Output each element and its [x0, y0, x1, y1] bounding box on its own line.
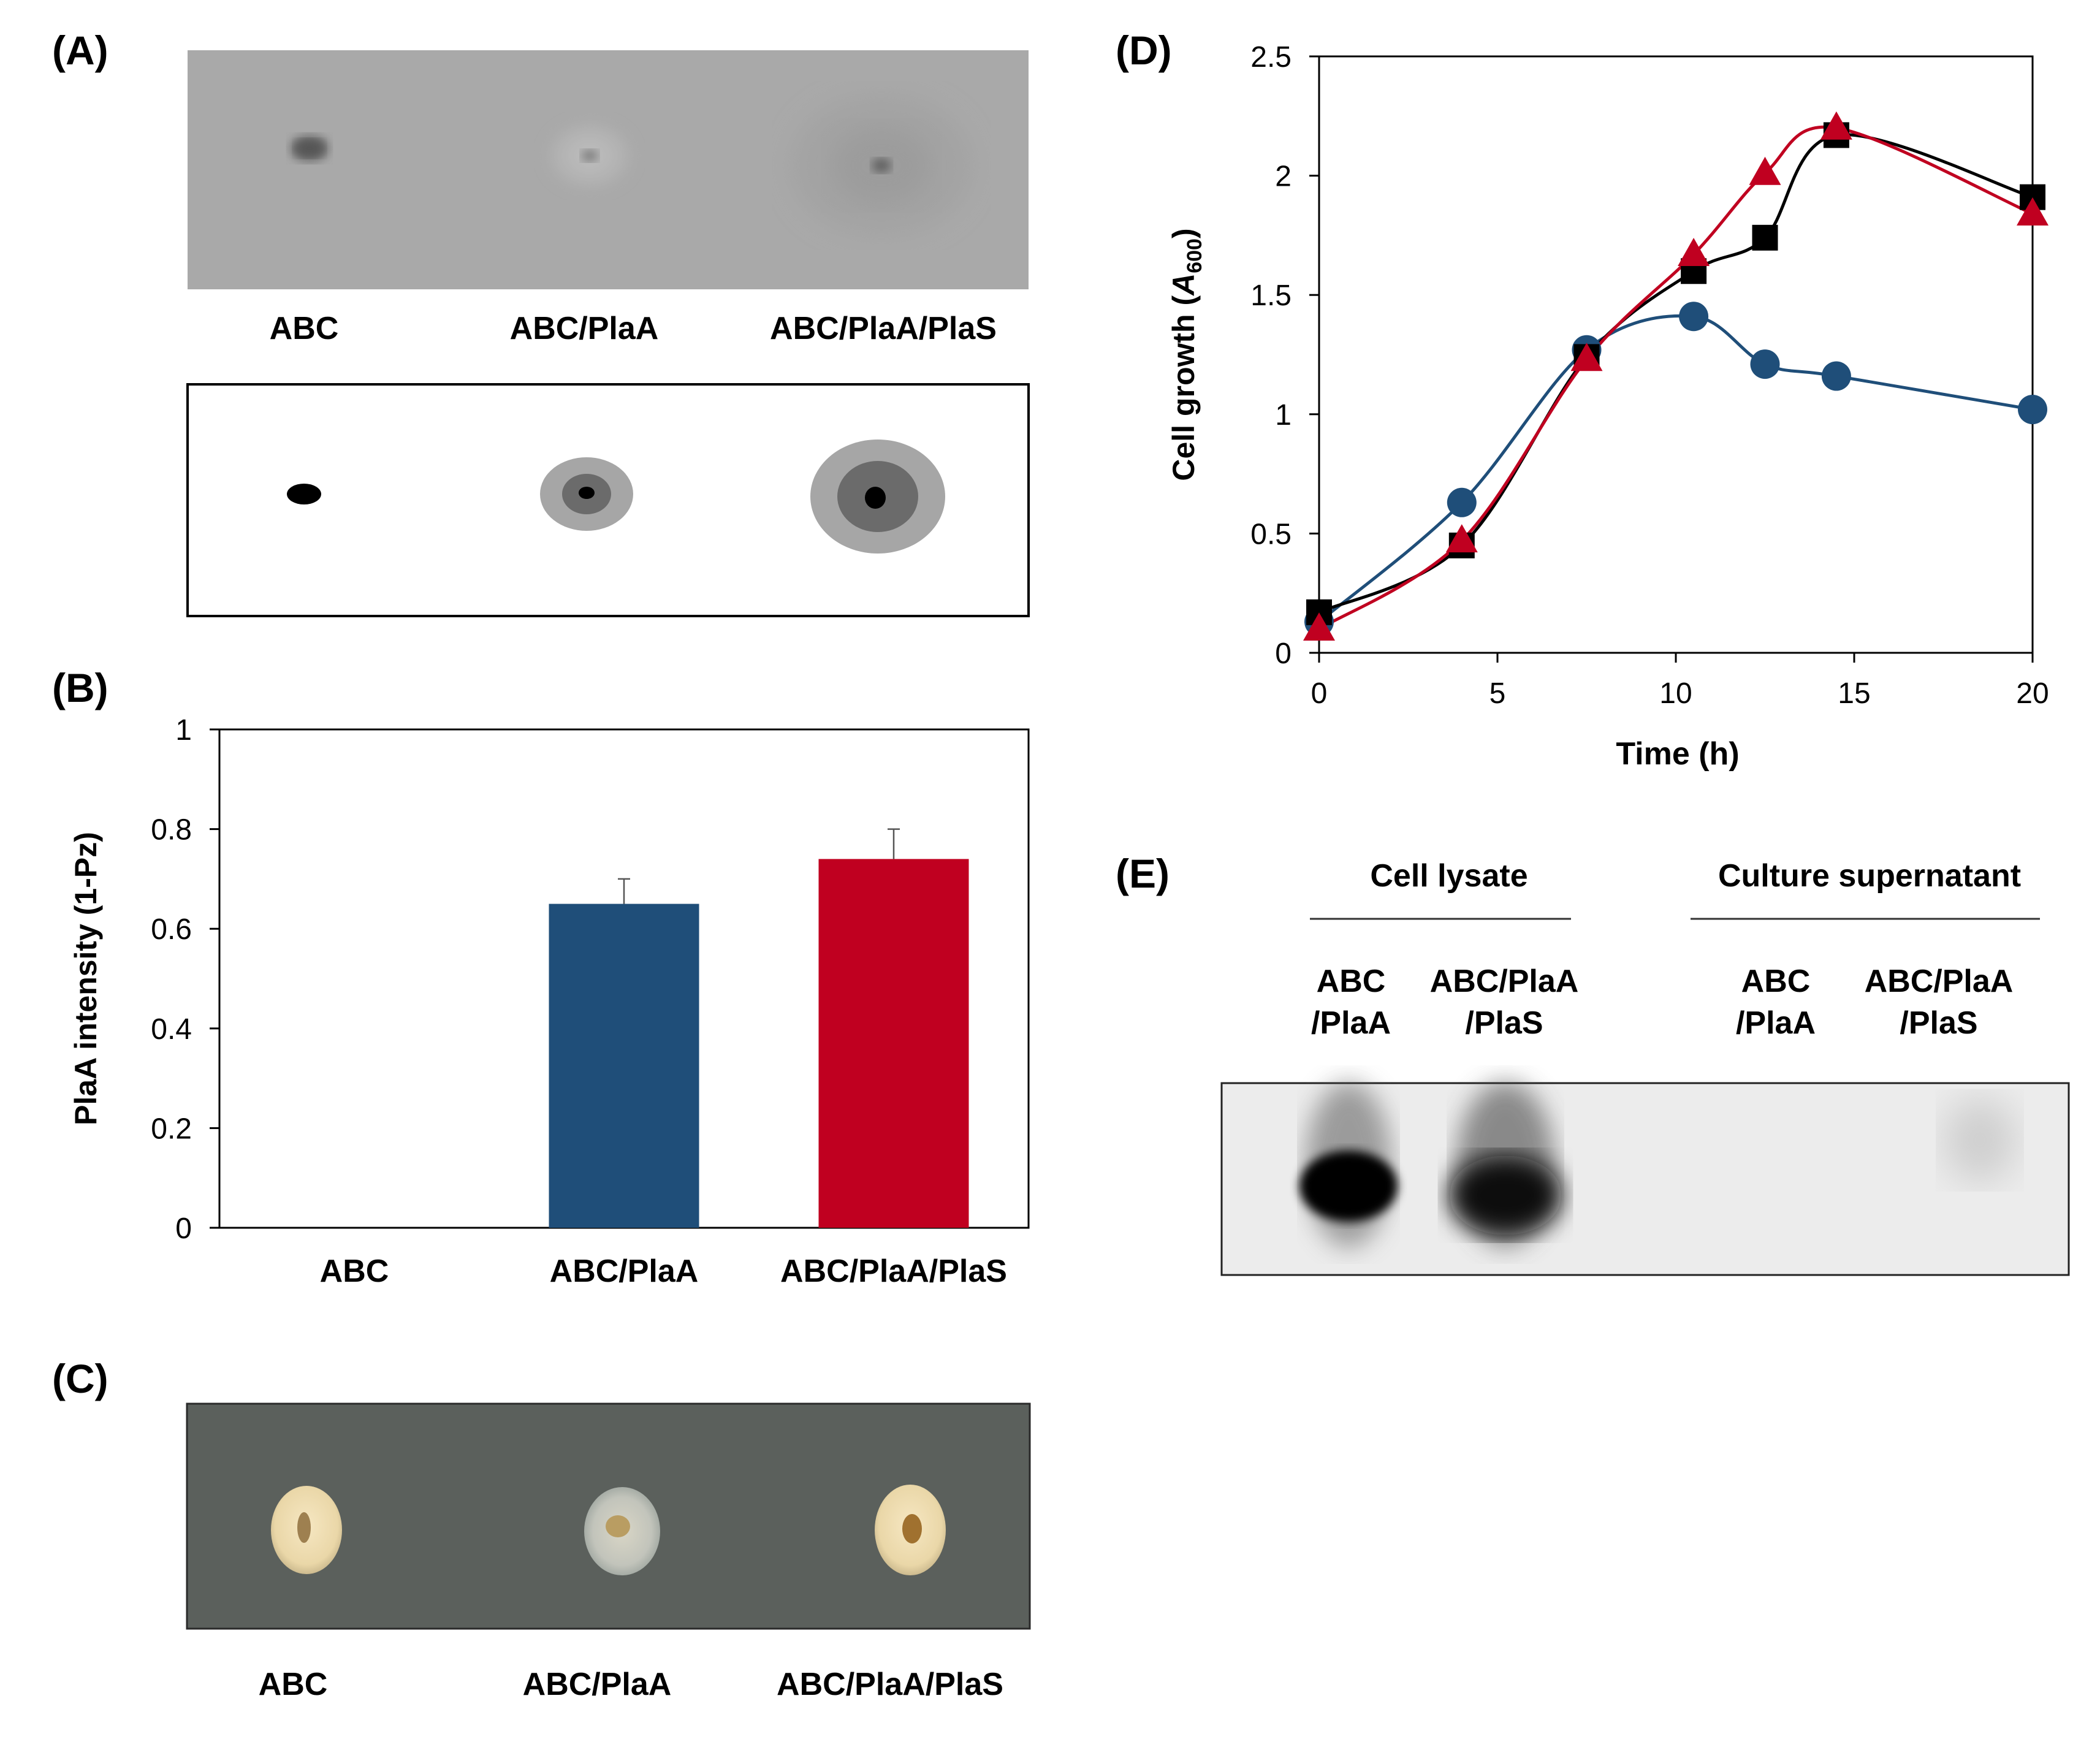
lane-label: /PlaA	[1736, 1005, 1816, 1041]
schematic-spot-abc-plaa	[579, 487, 595, 499]
y-axis-label-subscript: 600	[1183, 238, 1206, 273]
data-point-circle	[2018, 395, 2047, 425]
data-point-circle	[1447, 487, 1477, 517]
y-axis-label: Cell growth (A600)	[1166, 228, 1206, 481]
data-point-triangle	[1820, 111, 1852, 140]
data-point-triangle	[1570, 343, 1603, 371]
schematic-spot-abc	[287, 484, 321, 504]
panel-a-strain-label: ABC/PlaA/PlaS	[770, 311, 997, 346]
x-tick-label: 5	[1489, 677, 1506, 710]
data-point-triangle	[1678, 238, 1710, 267]
colony-spot-abc-plaa-plas	[872, 158, 891, 173]
series-line	[1318, 314, 2033, 623]
panel-c-strain-label: ABC/PlaA/PlaS	[777, 1667, 1003, 1702]
data-point-circle	[1679, 302, 1709, 332]
panel-b-bar-chart: 0 0.2 0.4 0.6 0.8 1 ABC ABC/PlaA ABC/PlaA/PlaS Pl…	[69, 714, 1030, 1289]
series-line	[1318, 125, 2034, 631]
group-label-culture-supernatant: Culture supernatant	[1718, 858, 2021, 894]
colony-abc-plaa-plas-center	[902, 1514, 922, 1543]
panel-b-label: (B)	[52, 665, 108, 710]
y-tick-label: 0.6	[151, 913, 192, 946]
panel-c-label: (C)	[52, 1356, 108, 1401]
y-axis-label-italic: A	[1166, 273, 1201, 297]
colony-abc-plaa-center	[606, 1515, 630, 1537]
data-point-circle	[1821, 361, 1851, 391]
data-point-square	[1752, 224, 1778, 251]
y-tick-label: 0.4	[151, 1013, 192, 1046]
y-tick-label: 0	[175, 1212, 192, 1245]
lane-label: ABC/PlaA	[1430, 964, 1579, 999]
panel-d-growth-chart: 0 0.5 1 1.5 2 2.5 0 5 10 15 20 Time (h) Cell growth …	[1166, 41, 2049, 772]
panel-a-strain-label: ABC/PlaA	[510, 311, 659, 346]
y-tick-label: 2.5	[1250, 41, 1292, 74]
x-axis-label: Time (h)	[1616, 736, 1739, 772]
y-tick-label: 1.5	[1250, 280, 1292, 312]
panel-e-label: (E)	[1116, 851, 1170, 896]
y-axis-label: PlaA intensity (1-Pz)	[69, 832, 103, 1125]
plot-frame	[1318, 55, 2034, 654]
bar	[818, 859, 969, 1228]
x-tick-label: 20	[2016, 677, 2049, 710]
schematic-spot-abc-plaa-plas	[865, 487, 886, 509]
panel-a-strain-label: ABC	[270, 311, 339, 346]
colony-spot-abc-plaa	[581, 150, 598, 162]
bar	[549, 904, 699, 1228]
blot-band-lane-1	[1299, 1151, 1398, 1222]
x-category-label: ABC/PlaA	[550, 1254, 699, 1289]
y-tick-label: 1	[1275, 399, 1292, 432]
x-category-label: ABC	[320, 1254, 389, 1289]
lane-label: /PlaS	[1465, 1005, 1543, 1041]
data-point-triangle	[2017, 197, 2049, 226]
y-axis-label-text: Cell growth (	[1166, 295, 1201, 481]
blot-faint-lane-4	[1943, 1097, 2017, 1183]
x-tick-label: 15	[1838, 677, 1870, 710]
data-point-triangle	[1749, 156, 1781, 185]
x-tick-label: 10	[1659, 677, 1692, 710]
data-point-triangle	[1303, 612, 1335, 641]
y-axis-label-close: )	[1166, 228, 1201, 238]
y-tick-label: 1	[175, 714, 192, 747]
lane-label: /PlaA	[1311, 1005, 1391, 1041]
y-tick-label: 0.2	[151, 1113, 192, 1145]
colony-spot-abc	[295, 139, 324, 158]
lane-label: ABC/PlaA	[1865, 964, 2014, 999]
panel-d-label: (D)	[1116, 28, 1172, 73]
x-tick-label: 0	[1311, 677, 1328, 710]
panel-c-strain-label: ABC/PlaA	[523, 1667, 672, 1702]
x-category-label: ABC/PlaA/PlaS	[780, 1254, 1007, 1289]
panel-c-plate-photo	[186, 1402, 1031, 1630]
panel-a-schematic	[186, 383, 1030, 617]
series-line	[1318, 133, 2033, 614]
data-point-circle	[1750, 349, 1780, 379]
y-tick-label: 0.8	[151, 814, 192, 847]
y-tick-label: 0	[1275, 637, 1292, 670]
lane-label: /PlaS	[1900, 1005, 1977, 1041]
lane-label: ABC	[1741, 964, 1811, 999]
y-tick-label: 2	[1275, 161, 1292, 193]
group-label-cell-lysate: Cell lysate	[1370, 858, 1527, 894]
lane-label: ABC	[1317, 964, 1386, 999]
blot-band-lane-2	[1449, 1155, 1562, 1235]
data-point-triangle	[1445, 524, 1478, 553]
western-blot-image	[1220, 1082, 2070, 1276]
colony-abc-center	[297, 1512, 311, 1543]
panel-a-plate-photo	[188, 50, 1029, 289]
panel-a-label: (A)	[52, 28, 108, 73]
y-tick-label: 0.5	[1250, 518, 1292, 550]
panel-c-strain-label: ABC	[259, 1667, 328, 1702]
